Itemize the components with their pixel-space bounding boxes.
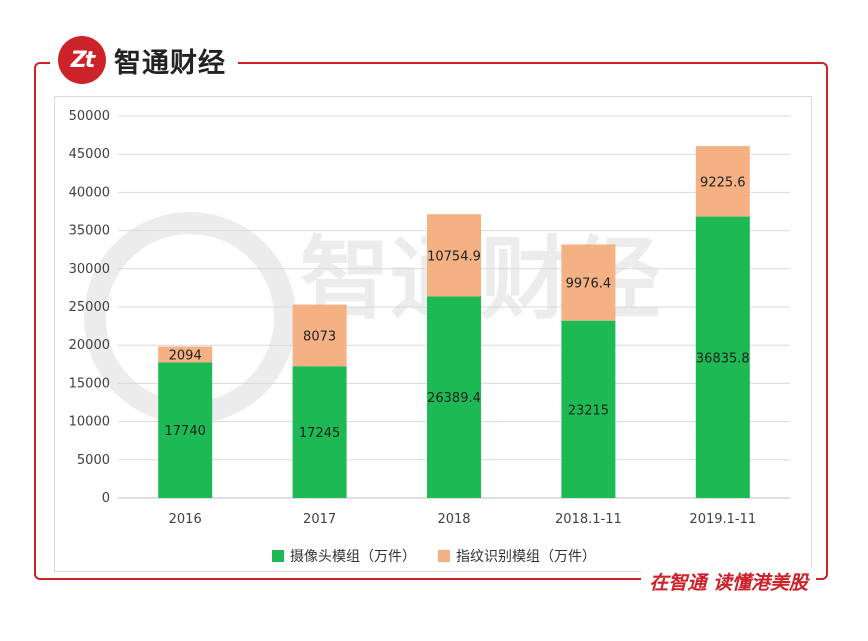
bar-camera — [158, 362, 213, 498]
footer-slogan: 在智通 读懂港美股 — [641, 568, 816, 595]
data-label-fingerprint: 10754.9 — [427, 249, 481, 264]
bar-fingerprint — [561, 244, 616, 321]
y-tick-label: 30000 — [69, 262, 110, 277]
bar-fingerprint — [292, 304, 347, 367]
header: Zt 智通财经 — [50, 32, 238, 88]
y-tick-label: 35000 — [69, 224, 110, 239]
data-label-fingerprint: 2094 — [169, 348, 202, 363]
data-label-camera: 26389.4 — [427, 391, 481, 406]
y-tick-label: 15000 — [69, 376, 110, 391]
bar-fingerprint — [427, 214, 481, 297]
data-label-fingerprint: 9976.4 — [566, 277, 612, 292]
chart-frame — [34, 62, 828, 580]
legend-label-fingerprint: 指纹识别模组（万件） — [456, 549, 596, 565]
legend-item-fingerprint: 指纹识别模组（万件） — [438, 546, 596, 566]
data-label-camera: 23215 — [568, 403, 609, 418]
brand-logo-icon: Zt — [58, 36, 106, 84]
y-tick-label: 0 — [102, 491, 110, 506]
brand-name: 智通财经 — [114, 47, 226, 79]
x-tick-label: 2018.1-11 — [555, 512, 622, 527]
data-label-fingerprint: 9225.6 — [700, 175, 746, 190]
legend-swatch-camera — [272, 550, 284, 562]
y-tick-label: 10000 — [69, 415, 110, 430]
y-tick-label: 25000 — [69, 300, 110, 315]
data-label-fingerprint: 8073 — [303, 329, 336, 344]
plot-area — [54, 96, 812, 572]
data-label-camera: 36835.8 — [696, 351, 750, 366]
data-label-camera: 17245 — [299, 426, 340, 441]
bar-camera — [695, 216, 750, 498]
bar-fingerprint — [695, 146, 750, 217]
bar-camera — [561, 320, 616, 498]
legend: 摄像头模组（万件） 指纹识别模组（万件） — [0, 546, 868, 566]
legend-label-camera: 摄像头模组（万件） — [290, 549, 416, 565]
bar-camera — [427, 296, 481, 498]
bar-camera — [292, 366, 347, 498]
legend-item-camera: 摄像头模组（万件） — [272, 546, 416, 566]
data-label-camera: 17740 — [165, 424, 206, 439]
y-tick-label: 20000 — [69, 338, 110, 353]
x-tick-label: 2018 — [437, 512, 470, 527]
y-tick-label: 45000 — [69, 147, 110, 162]
legend-swatch-fingerprint — [438, 550, 450, 562]
x-tick-label: 2016 — [169, 512, 202, 527]
bar-fingerprint — [158, 346, 213, 363]
y-tick-label: 50000 — [69, 109, 110, 124]
y-tick-label: 40000 — [69, 185, 110, 200]
x-tick-label: 2017 — [303, 512, 336, 527]
x-tick-label: 2019.1-11 — [689, 512, 756, 527]
y-tick-label: 5000 — [77, 453, 110, 468]
